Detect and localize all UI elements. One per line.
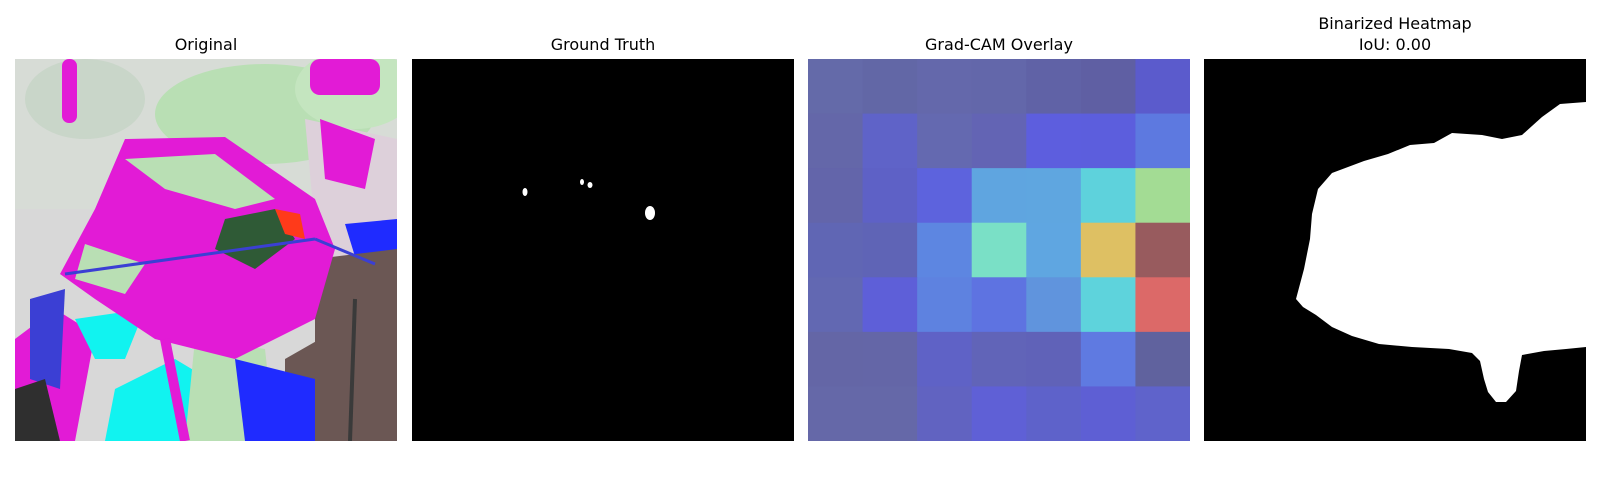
gradcam-cell: [808, 386, 864, 441]
gradcam-heatmap-grid: [808, 59, 1190, 441]
gradcam-cell: [1026, 113, 1082, 169]
mask-blob: [645, 206, 655, 220]
iou-label: IoU: 0.00: [1358, 35, 1432, 54]
ground-truth-mask-art: [412, 59, 794, 441]
gradcam-cell: [1026, 331, 1082, 388]
gradcam-cell: [808, 222, 864, 278]
gradcam-cell: [971, 113, 1027, 169]
gradcam-cell: [1080, 168, 1137, 224]
panel-title-binarized-heatmap: Binarized Heatmap: [1318, 14, 1472, 33]
ground-truth-mask: [412, 59, 794, 441]
gradcam-cell: [862, 277, 918, 333]
binarized-heatmap: [1204, 59, 1586, 441]
panel-title-ground-truth: Ground Truth: [550, 35, 656, 54]
gradcam-cell: [917, 59, 973, 115]
binarized-heatmap-art: [1204, 59, 1586, 441]
gradcam-overlay: [808, 59, 1190, 441]
gradcam-cell: [1080, 113, 1137, 169]
gradcam-cell: [971, 222, 1027, 278]
gradcam-cell: [808, 59, 864, 115]
gradcam-cell: [1080, 277, 1137, 333]
gradcam-cell: [917, 277, 973, 333]
gradcam-cell: [1080, 386, 1137, 441]
gradcam-cell: [862, 113, 918, 169]
gradcam-cell: [862, 59, 918, 115]
gradcam-cell: [917, 331, 973, 388]
gradcam-cell: [862, 386, 918, 441]
gradcam-cell: [862, 168, 918, 224]
gradcam-cell: [917, 386, 973, 441]
gradcam-cell: [971, 277, 1027, 333]
original-image-art: [15, 59, 397, 441]
gradcam-cell: [808, 113, 864, 169]
gradcam-cell: [808, 331, 864, 388]
gradcam-cell: [971, 386, 1027, 441]
gradcam-cell: [971, 59, 1027, 115]
gradcam-cell: [1135, 331, 1190, 388]
original-image: [15, 59, 397, 441]
gradcam-cell: [1135, 59, 1190, 115]
gradcam-cell: [1135, 222, 1190, 278]
gradcam-cell: [1135, 386, 1190, 441]
gradcam-cell: [971, 331, 1027, 388]
gradcam-cell: [1135, 277, 1190, 333]
gradcam-cell: [1026, 222, 1082, 278]
gradcam-cell: [808, 168, 864, 224]
gradcam-cell: [917, 168, 973, 224]
mask-blob: [522, 188, 528, 196]
gradcam-cell: [1135, 168, 1190, 224]
gradcam-cell: [1026, 59, 1082, 115]
gradcam-cell: [862, 222, 918, 278]
gradcam-cell: [917, 222, 973, 278]
gradcam-cell: [808, 277, 864, 333]
mask-blob: [587, 182, 593, 188]
gradcam-cell: [1026, 168, 1082, 224]
gradcam-cell: [1080, 59, 1137, 115]
gradcam-cell: [917, 113, 973, 169]
panel-title-original: Original: [174, 35, 238, 54]
gradcam-cell: [1026, 277, 1082, 333]
binarized-region: [1296, 102, 1586, 402]
panel-title-gradcam-overlay: Grad-CAM Overlay: [925, 35, 1073, 54]
gradcam-cell: [862, 331, 918, 388]
gradcam-cell: [1135, 113, 1190, 169]
gradcam-cell: [971, 168, 1027, 224]
gradcam-cell: [1080, 331, 1137, 388]
gradcam-cell: [1026, 386, 1082, 441]
mask-blob: [580, 179, 584, 185]
gradcam-cell: [1080, 222, 1137, 278]
